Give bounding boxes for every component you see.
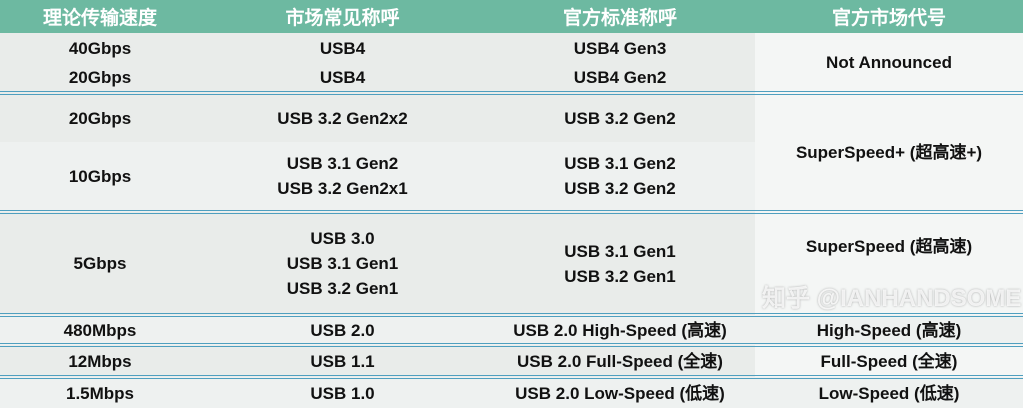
official-cell: USB 3.1 Gen2 USB 3.2 Gen2 — [485, 142, 755, 212]
common-line: USB 3.1 Gen2 — [286, 154, 399, 173]
official-cell: USB 3.1 Gen1 USB 3.2 Gen1 — [485, 210, 755, 315]
common-cell: USB4 — [200, 33, 485, 63]
speed-cell: 10Gbps — [0, 142, 200, 212]
market-code-cell: Full-Speed (全速) — [755, 343, 1023, 377]
common-cell: USB 2.0 — [200, 313, 485, 345]
speed-cell: 480Mbps — [0, 313, 200, 345]
common-cell: USB 3.2 Gen2x2 — [200, 91, 485, 142]
common-cell: USB 1.0 — [200, 375, 485, 408]
common-cell: USB 3.0 USB 3.1 Gen1 USB 3.2 Gen1 — [200, 210, 485, 315]
official-cell: USB4 Gen3 — [485, 33, 755, 63]
market-code-cell: Low-Speed (低速) — [755, 375, 1023, 408]
official-line: USB 3.2 Gen2 — [564, 179, 676, 198]
common-cell: USB 1.1 — [200, 343, 485, 377]
common-cell: USB 3.1 Gen2 USB 3.2 Gen2x1 — [200, 142, 485, 212]
table-row: 12Mbps USB 1.1 USB 2.0 Full-Speed (全速) F… — [0, 343, 1023, 377]
market-code-cell: Not Announced — [755, 33, 1023, 93]
official-line: USB 3.1 Gen1 — [564, 241, 676, 261]
header-market-code: 官方市场代号 — [755, 0, 1023, 33]
common-line: USB 3.2 Gen2x1 — [277, 179, 408, 198]
official-cell: USB 2.0 High-Speed (高速) — [485, 313, 755, 345]
header-speed: 理论传输速度 — [0, 0, 200, 33]
speed-cell: 5Gbps — [0, 210, 200, 315]
speed-cell: 20Gbps — [0, 91, 200, 142]
market-code-text: SuperSpeed (超高速) — [805, 236, 973, 256]
speed-cell: 1.5Mbps — [0, 375, 200, 408]
header-row: 理论传输速度 市场常见称呼 官方标准称呼 官方市场代号 — [0, 0, 1023, 33]
official-cell: USB 3.2 Gen2 — [485, 91, 755, 142]
official-cell: USB 2.0 Full-Speed (全速) — [485, 343, 755, 377]
table-row: 1.5Mbps USB 1.0 USB 2.0 Low-Speed (低速) L… — [0, 375, 1023, 408]
common-line: USB 3.1 Gen1 — [286, 254, 399, 273]
common-line: USB 3.2 Gen1 — [286, 279, 399, 298]
official-cell: USB4 Gen2 — [485, 63, 755, 93]
table-row: 480Mbps USB 2.0 USB 2.0 High-Speed (高速) … — [0, 313, 1023, 345]
speed-cell: 12Mbps — [0, 343, 200, 377]
market-code-cell: High-Speed (高速) — [755, 313, 1023, 345]
common-line: USB 3.0 — [310, 229, 375, 248]
official-line: USB 3.2 Gen1 — [564, 266, 676, 286]
common-cell: USB4 — [200, 63, 485, 93]
speed-cell: 20Gbps — [0, 63, 200, 93]
official-line: USB 3.1 Gen2 — [564, 154, 676, 173]
table-row: 40Gbps USB4 USB4 Gen3 Not Announced — [0, 33, 1023, 93]
official-cell: USB 2.0 Low-Speed (低速) — [485, 375, 755, 408]
table-row: 10Gbps USB 3.1 Gen2 USB 3.2 Gen2x1 USB 3.… — [0, 142, 1023, 212]
table-row: 5Gbps USB 3.0 USB 3.1 Gen1 USB 3.2 Gen1 US… — [0, 210, 1023, 315]
table-row: 20Gbps USB 3.2 Gen2x2 USB 3.2 Gen2 Super… — [0, 91, 1023, 212]
market-code-cell: SuperSpeed+ (超高速+) — [755, 91, 1023, 212]
header-official-name: 官方标准称呼 — [485, 0, 755, 33]
table-row: 20Gbps USB4 USB4 Gen2 — [0, 63, 1023, 93]
market-code-cell: SuperSpeed (超高速) — [755, 210, 1023, 315]
speed-cell: 40Gbps — [0, 33, 200, 63]
header-common-name: 市场常见称呼 — [200, 0, 485, 33]
